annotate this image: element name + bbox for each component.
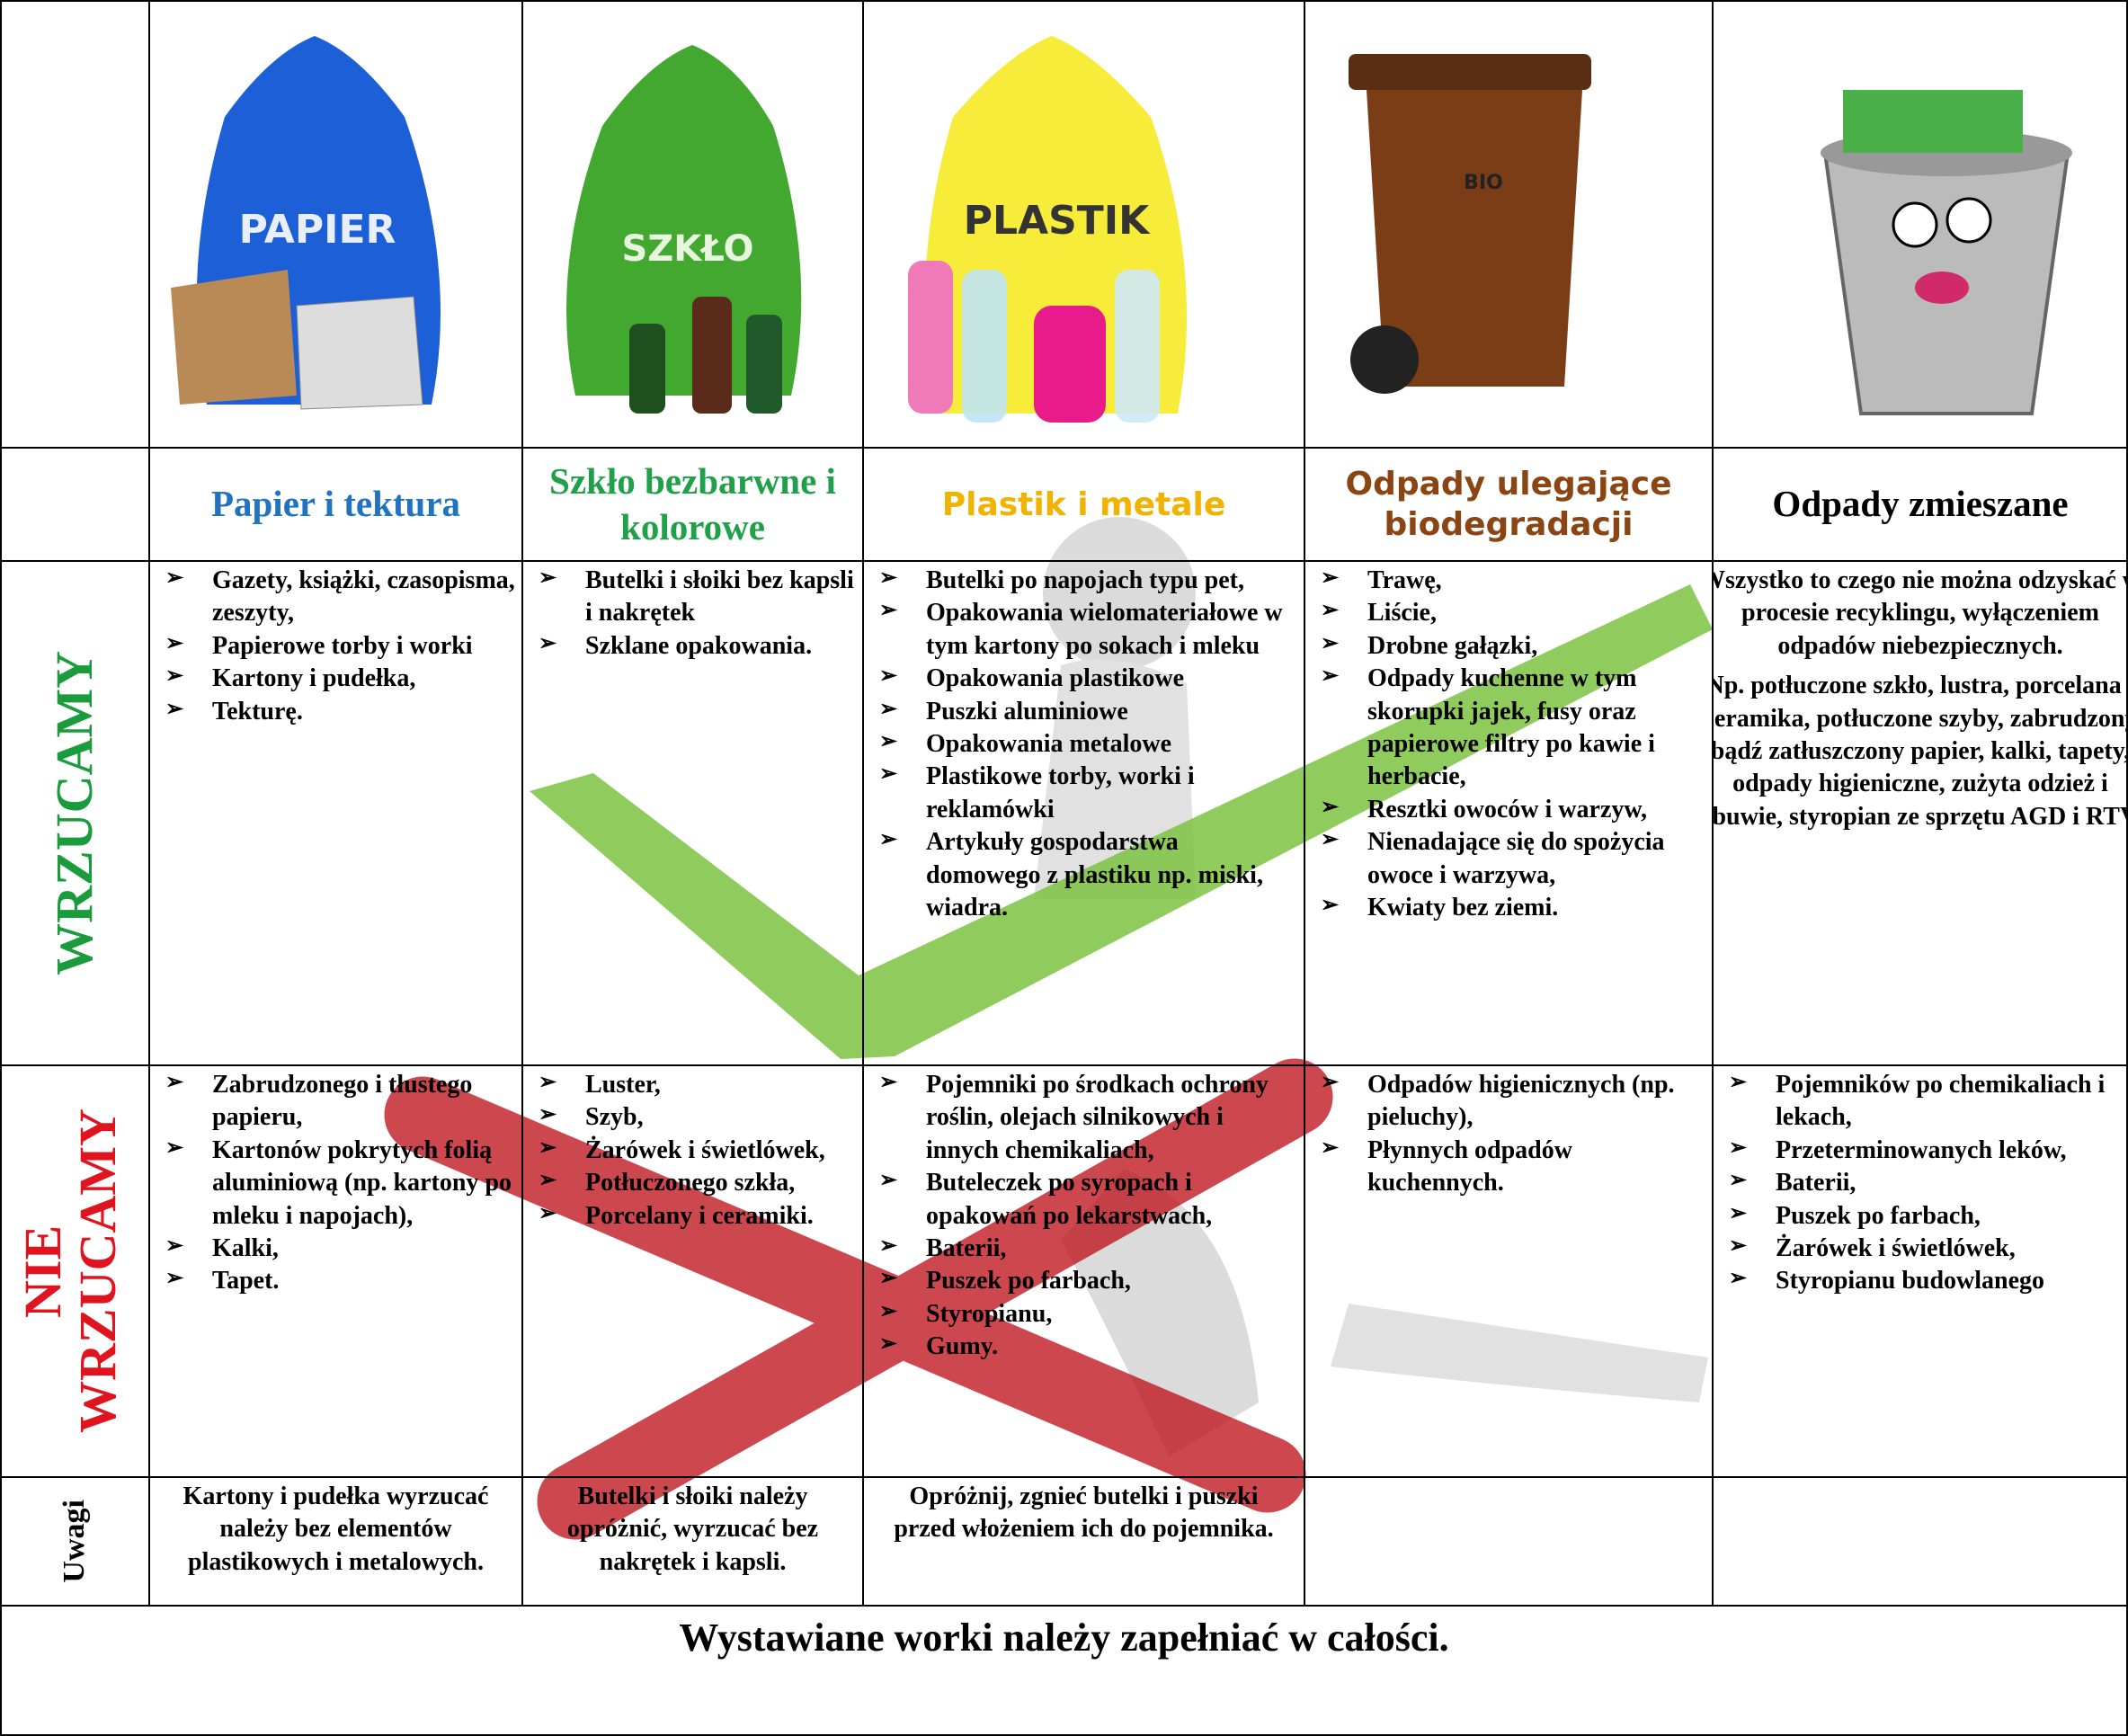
accept-cell: Butelki i słoiki bez kapsli i nakrętekSz… [522, 561, 863, 1065]
plastic-bag-image: PLASTIK [908, 36, 1187, 423]
column-header: Szkło bezbarwne i kolorowe [522, 448, 863, 561]
paragraph: Wszystko to czego nie można odzyskać w p… [1713, 561, 2128, 666]
item-list: Butelki i słoiki bez kapsli i nakrętekSz… [522, 561, 863, 663]
list-item: Plastikowe torby, worki i reklamówki [926, 761, 1299, 826]
list-item: Resztki owoców i warzyw, [1367, 794, 1707, 826]
item-list: Pojemników po chemikaliach i lekach,Prze… [1713, 1065, 2128, 1298]
list-item: Pojemniki po środkach ochrony roślin, ol… [926, 1069, 1299, 1167]
reject-cell: Odpadów higienicznych (np. pieluchy),Pły… [1304, 1065, 1713, 1477]
list-item: Opakowania wielomateriałowe w tym karton… [926, 597, 1299, 663]
list-item: Baterii, [1776, 1167, 2123, 1199]
paper-bag-image: PAPIER [171, 36, 441, 409]
item-list: Butelki po napojach typu pet,Opakowania … [863, 561, 1304, 924]
item-list: Zabrudzonego i tłustego papieru,Kartonów… [149, 1065, 522, 1298]
row-label-text: NIE WRZUCAMY [16, 1065, 133, 1477]
paragraph: Np. potłuczone szkło, lustra, porcelana … [1713, 666, 2128, 837]
list-item: Liście, [1367, 597, 1707, 629]
bio-bin-image: BIO [1349, 54, 1591, 394]
bag-label: PLASTIK [964, 198, 1151, 244]
list-item: Drobne gałązki, [1367, 630, 1707, 663]
list-item: Kwiaty bez ziemi. [1367, 892, 1707, 924]
list-item: Gazety, książki, czasopisma, zeszyty, [212, 565, 517, 630]
column-header: Odpady ulegające biodegradacji [1304, 448, 1713, 561]
row-label-text: WRZUCAMY [48, 651, 102, 975]
list-item: Gumy. [926, 1331, 1299, 1363]
reject-cell: Pojemników po chemikaliach i lekach,Prze… [1713, 1065, 2128, 1477]
glass-bag-image: SZKŁO [566, 45, 801, 414]
list-item: Pojemników po chemikaliach i lekach, [1776, 1069, 2123, 1135]
note-cell: Kartony i pudełka wyrzucać należy bez el… [149, 1477, 522, 1606]
row-label: Uwagi [0, 1477, 149, 1606]
column-header: Plastik i metale [863, 448, 1304, 561]
row-label: NIE WRZUCAMY [0, 1065, 149, 1477]
page: PAPIER SZKŁO PLASTIK BIO [0, 0, 2128, 1736]
list-item: Płynnych odpadów kuchennych. [1367, 1135, 1707, 1200]
list-item: Nienadające się do spożycia owoce i warz… [1367, 826, 1707, 892]
list-item: Baterii, [926, 1233, 1299, 1265]
item-list: Gazety, książki, czasopisma, zeszyty,Pap… [149, 561, 522, 728]
column-header: Odpady zmieszane [1713, 448, 2128, 561]
list-item: Buteleczek po syropach i opakowań po lek… [926, 1167, 1299, 1233]
item-list: Pojemniki po środkach ochrony roślin, ol… [863, 1065, 1304, 1364]
item-list: Trawę,Liście,Drobne gałązki,Odpady kuche… [1304, 561, 1713, 924]
list-item: Tapet. [212, 1265, 517, 1297]
list-item: Opakowania plastikowe [926, 663, 1299, 695]
list-item: Szklane opakowania. [585, 630, 858, 663]
mixed-bin-image [1821, 90, 2072, 414]
list-item: Papierowe torby i worki [212, 630, 517, 663]
list-item: Szyb, [585, 1101, 858, 1134]
reject-cell: Pojemniki po środkach ochrony roślin, ol… [863, 1065, 1304, 1477]
list-item: Butelki po napojach typu pet, [926, 565, 1299, 597]
reject-cell: Zabrudzonego i tłustego papieru,Kartonów… [149, 1065, 522, 1477]
list-item: Trawę, [1367, 565, 1707, 597]
list-item: Żarówek i świetlówek, [585, 1135, 858, 1167]
reject-cell: Luster,Szyb,Żarówek i świetlówek,Potłucz… [522, 1065, 863, 1477]
item-list: Odpadów higienicznych (np. pieluchy),Pły… [1304, 1065, 1713, 1200]
column-header: Papier i tektura [149, 448, 522, 561]
accept-cell: Butelki po napojach typu pet,Opakowania … [863, 561, 1304, 1065]
list-item: Potłuczonego szkła, [585, 1167, 858, 1199]
list-item: Odpadów higienicznych (np. pieluchy), [1367, 1069, 1707, 1135]
item-list: Luster,Szyb,Żarówek i świetlówek,Potłucz… [522, 1065, 863, 1233]
list-item: Puszek po farbach, [1776, 1200, 2123, 1233]
list-item: Styropianu, [926, 1298, 1299, 1331]
row-label-text: Uwagi [58, 1500, 91, 1583]
list-item: Opakowania metalowe [926, 728, 1299, 761]
footer: Wystawiane worki należy zapełniać w cało… [0, 1606, 2128, 1736]
accept-cell: Wszystko to czego nie można odzyskać w p… [1713, 561, 2128, 1065]
bag-label: PAPIER [239, 207, 396, 253]
list-item: Artykuły gospodarstwa domowego z plastik… [926, 826, 1299, 924]
list-item: Styropianu budowlanego [1776, 1265, 2123, 1297]
list-item: Odpady kuchenne w tym skorupki jajek, fu… [1367, 663, 1707, 794]
accept-cell: Gazety, książki, czasopisma, zeszyty,Pap… [149, 561, 522, 1065]
list-item: Porcelany i ceramiki. [585, 1200, 858, 1233]
note-cell: Opróżnij, zgnieć butelki i puszki przed … [863, 1477, 1304, 1606]
bag-label: SZKŁO [621, 228, 753, 270]
row-label: WRZUCAMY [0, 561, 149, 1065]
list-item: Kartony i pudełka, [212, 663, 517, 695]
note-cell: Butelki i słoiki należy opróżnić, wyrzuc… [522, 1477, 863, 1606]
list-item: Puszek po farbach, [926, 1265, 1299, 1297]
list-item: Tekturę. [212, 696, 517, 728]
list-item: Żarówek i świetlówek, [1776, 1233, 2123, 1265]
list-item: Kalki, [212, 1233, 517, 1265]
bin-label: BIO [1464, 172, 1503, 194]
list-item: Butelki i słoiki bez kapsli i nakrętek [585, 565, 858, 630]
list-item: Przeterminowanych leków, [1776, 1135, 2123, 1167]
list-item: Puszki aluminiowe [926, 696, 1299, 728]
list-item: Luster, [585, 1069, 858, 1101]
list-item: Kartonów pokrytych folią aluminiową (np.… [212, 1135, 517, 1233]
list-item: Zabrudzonego i tłustego papieru, [212, 1069, 517, 1135]
accept-cell: Trawę,Liście,Drobne gałązki,Odpady kuche… [1304, 561, 1713, 1065]
